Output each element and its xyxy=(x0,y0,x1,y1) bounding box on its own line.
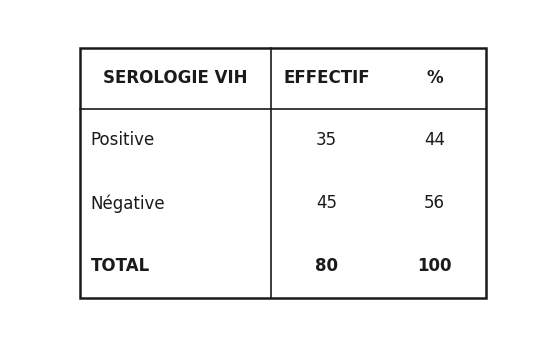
Text: 45: 45 xyxy=(316,194,337,212)
Text: 56: 56 xyxy=(424,194,445,212)
Text: Positive: Positive xyxy=(91,131,155,149)
Text: Négative: Négative xyxy=(91,194,165,213)
Text: EFFECTIF: EFFECTIF xyxy=(283,69,370,87)
Text: %: % xyxy=(426,69,443,87)
Text: 44: 44 xyxy=(424,131,445,149)
Text: 35: 35 xyxy=(316,131,337,149)
Text: SEROLOGIE VIH: SEROLOGIE VIH xyxy=(103,69,247,87)
Text: 100: 100 xyxy=(417,257,452,275)
Text: 80: 80 xyxy=(315,257,338,275)
Text: TOTAL: TOTAL xyxy=(91,257,150,275)
